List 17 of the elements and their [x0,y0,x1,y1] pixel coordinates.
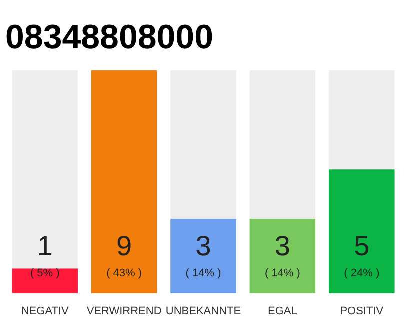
bar [12,268,78,294]
annotation: ( 43% ) [106,267,142,280]
chart-title: 08348808000 [6,18,214,56]
data-label: 3 [274,230,290,262]
x-tick-label: UNBEKANNTE [166,306,242,318]
annotation: ( 14% ) [186,267,222,280]
annotation: ( 14% ) [264,267,300,280]
annotation: ( 5% ) [30,267,60,280]
x-tick-label: EGAL [268,306,298,318]
x-tick-label: VERWIRREND [86,306,162,318]
annotation: ( 24% ) [344,267,380,280]
data-label: 9 [116,230,132,262]
x-tick-label: POSITIV [340,306,384,318]
data-label: 3 [196,230,212,262]
data-label: 5 [354,230,370,262]
x-tick-label: NEGATIV [21,306,70,318]
data-label: 1 [37,230,53,262]
